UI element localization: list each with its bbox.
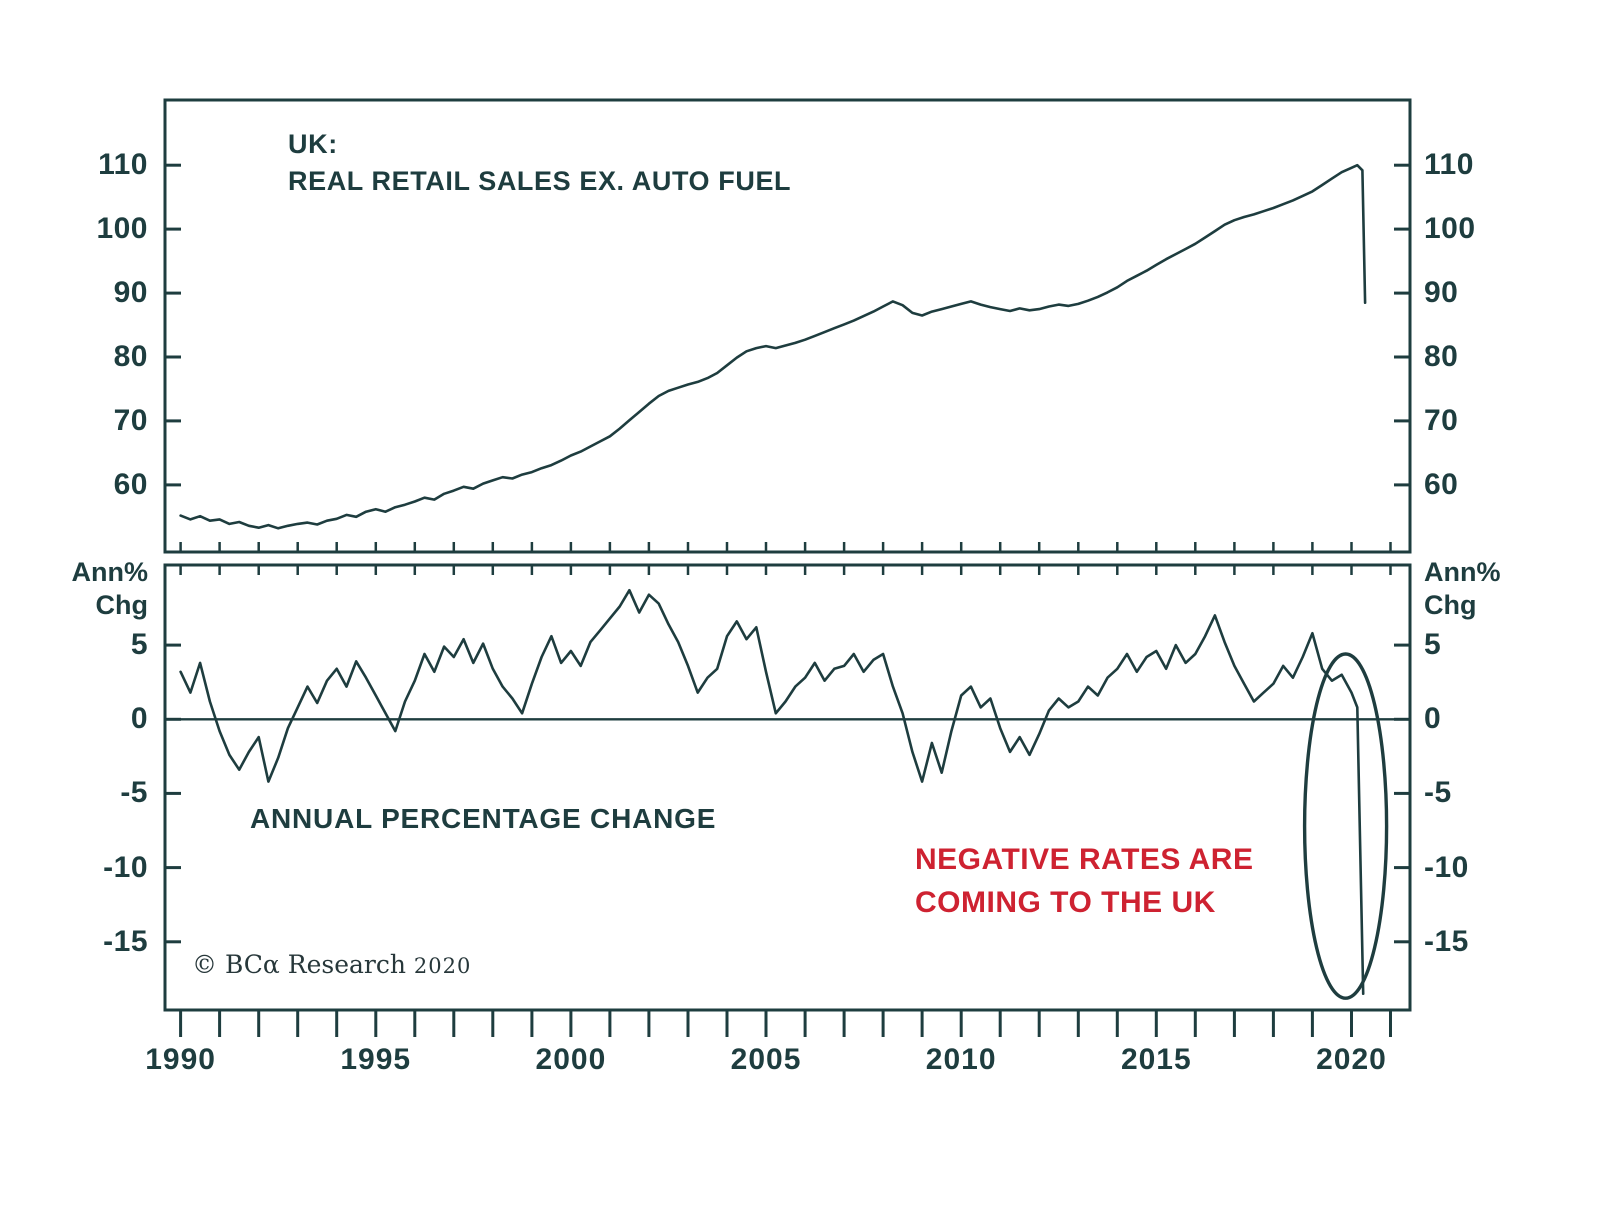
y-axis-label-right: 90 — [1424, 276, 1459, 310]
x-axis-label: 2010 — [925, 1043, 997, 1076]
chart-title: UK: REAL RETAIL SALES EX. AUTO FUEL — [288, 126, 791, 200]
negative-rates-annotation-line2: COMING TO THE UK — [915, 886, 1216, 919]
y-axis-label-left: -10 — [103, 850, 148, 884]
y-axis-label-left: -5 — [120, 776, 148, 810]
y-axis-label-left: 110 — [98, 148, 148, 182]
y-axis-label-left: 80 — [113, 340, 148, 373]
y-axis-label-right: -5 — [1424, 776, 1452, 810]
uk-real-retail-sales-ex-auto-fuel-index-line — [179, 163, 1367, 530]
y-axis-unit-right-line1: Ann% — [1424, 557, 1501, 587]
y-axis-label-left: 60 — [113, 467, 148, 501]
x-axis-label: 1990 — [145, 1043, 216, 1076]
y-axis-label-right: -15 — [1424, 924, 1469, 958]
chart-title-line2: REAL RETAIL SALES EX. AUTO FUEL — [288, 166, 792, 196]
y-axis-label-right: -10 — [1424, 850, 1469, 884]
annual-percentage-change-line — [179, 588, 1365, 996]
negative-rates-annotation: NEGATIVE RATES ARE COMING TO THE UK — [915, 838, 1253, 924]
panel-frame-bottom — [163, 563, 1412, 1012]
y-axis-label-right: 5 — [1424, 628, 1442, 662]
y-axis-unit-left: Ann% Chg — [40, 556, 149, 622]
y-axis-label-right: 110 — [1424, 148, 1474, 182]
bottom-panel-label: ANNUAL PERCENTAGE CHANGE — [250, 803, 717, 834]
y-axis-label-left: 5 — [130, 628, 148, 662]
y-axis-label-right: 100 — [1424, 212, 1476, 246]
y-axis-label-left: -15 — [103, 924, 148, 958]
y-axis-label-right: 70 — [1424, 403, 1459, 437]
crash-ellipse — [1302, 652, 1389, 1000]
negative-rates-annotation-line1: NEGATIVE RATES ARE — [915, 843, 1254, 876]
y-axis-unit-right-line2: Chg — [1424, 590, 1477, 620]
y-axis-label-right: 0 — [1424, 702, 1442, 736]
y-axis-label-right: 60 — [1424, 467, 1459, 501]
chart-title-line1: UK: — [288, 129, 338, 159]
x-axis-label: 2015 — [1120, 1043, 1192, 1076]
y-axis-label-left: 100 — [96, 212, 148, 246]
y-axis-label-left: 90 — [113, 276, 148, 310]
copyright-notice: © BCα Research 2020 — [192, 950, 471, 979]
panel-frame-top — [163, 98, 1412, 554]
x-axis-label: 1995 — [340, 1043, 412, 1076]
x-axis-label: 2000 — [535, 1043, 607, 1076]
x-axis-label: 2005 — [730, 1043, 802, 1076]
x-axis-label: 2020 — [1316, 1043, 1387, 1076]
y-axis-label-left: 70 — [113, 403, 148, 437]
y-axis-unit-right: Ann% Chg — [1424, 556, 1544, 622]
copyright-year: 2020 — [413, 954, 472, 978]
y-axis-unit-left-line1: Ann% — [71, 557, 149, 587]
y-axis-label-right: 80 — [1424, 340, 1459, 373]
copyright-text: © BCα Research — [192, 950, 406, 979]
y-axis-unit-left-line2: Chg — [95, 590, 148, 620]
y-axis-label-left: 0 — [130, 702, 148, 736]
